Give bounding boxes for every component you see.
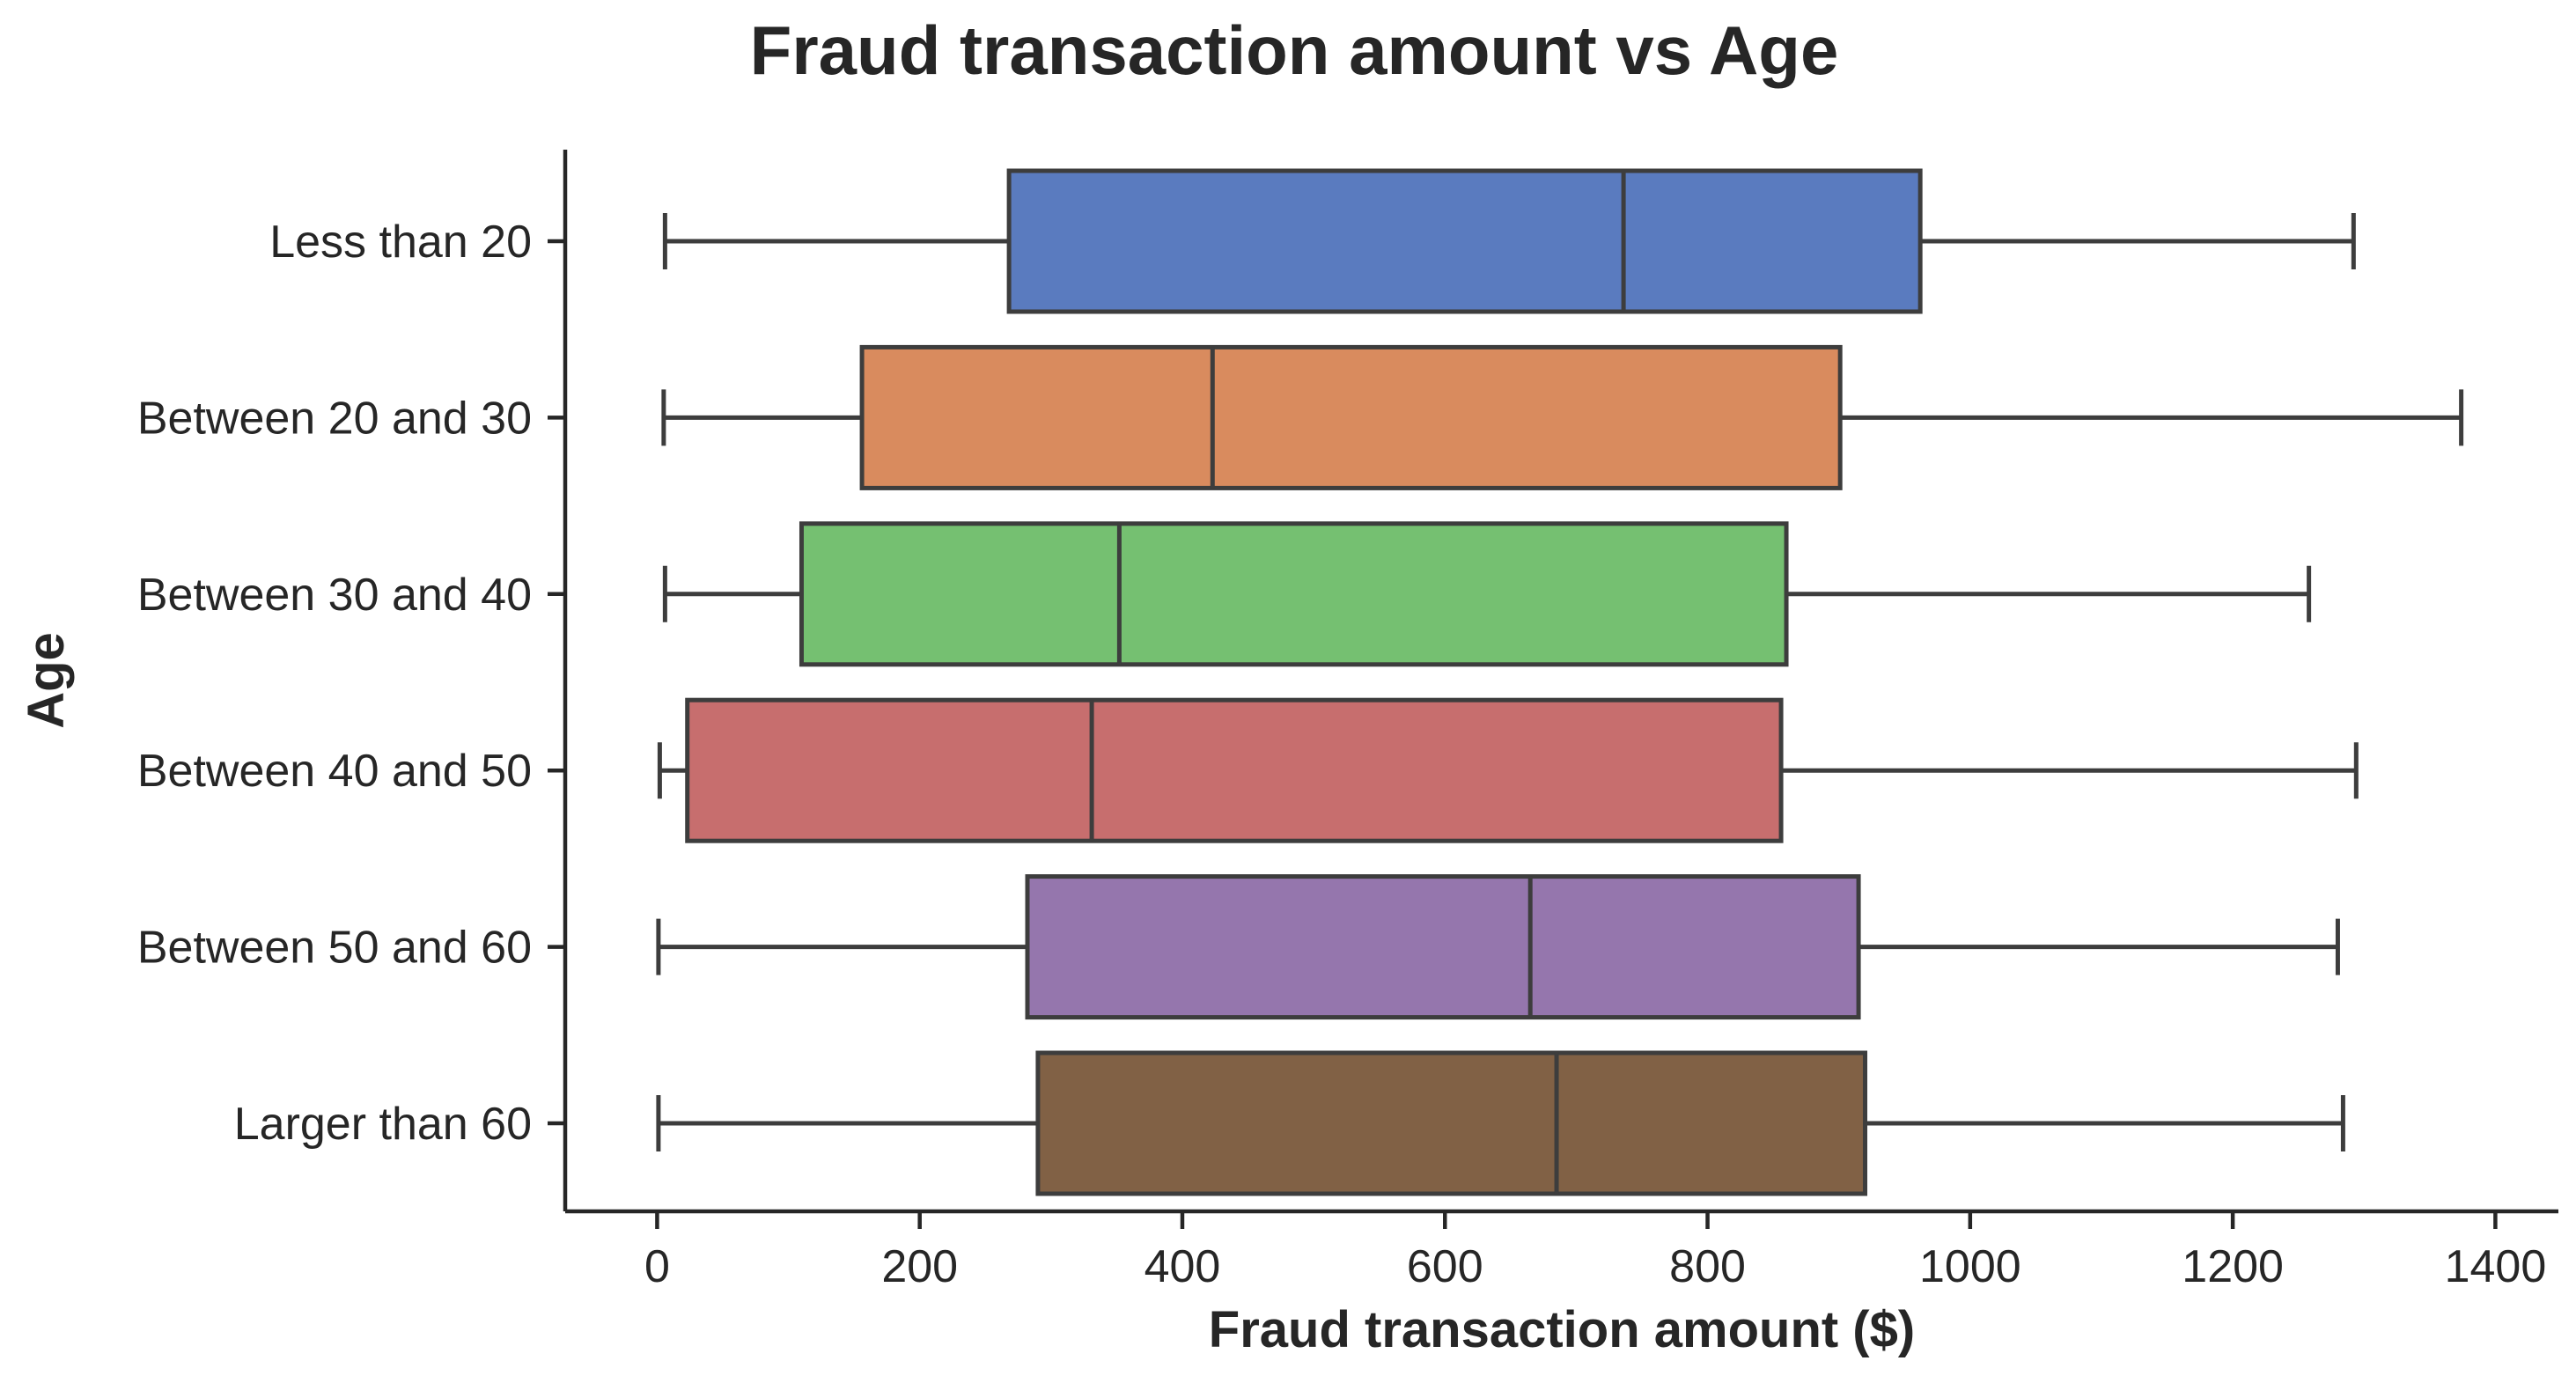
box-iqr	[799, 521, 1789, 667]
x-ticks-layer: 0 200 400 600 800 1000 1200 1400	[644, 1211, 2546, 1292]
y-ticks-layer: Less than 20 Between 20 and 30 Between 30 …	[137, 217, 565, 1150]
box-group	[656, 874, 2340, 1020]
x-tick-label: 1200	[2182, 1241, 2284, 1292]
box-group	[657, 697, 2359, 843]
box-group	[662, 521, 2312, 667]
y-tick-label: Between 40 and 50	[137, 746, 532, 797]
box-iqr	[1035, 1050, 1868, 1196]
y-tick-label: Larger than 60	[234, 1099, 532, 1150]
x-tick-label: 800	[1669, 1241, 1746, 1292]
box-group	[656, 1050, 2345, 1196]
y-tick-label: Between 50 and 60	[137, 923, 532, 974]
x-tick-label: 1400	[2445, 1241, 2547, 1292]
y-tick-label: Between 20 and 30	[137, 393, 532, 444]
box-group	[661, 344, 2464, 490]
y-axis-label: Age	[18, 632, 75, 729]
x-tick-label: 1000	[1919, 1241, 2021, 1292]
box-iqr	[685, 697, 1784, 843]
box-iqr	[1025, 874, 1861, 1020]
box-iqr	[1006, 168, 1923, 314]
chart-title: Fraud transaction amount vs Age	[750, 11, 1839, 89]
x-tick-label: 0	[644, 1241, 670, 1292]
x-tick-label: 200	[881, 1241, 958, 1292]
x-axis-label: Fraud transaction amount ($)	[1209, 1301, 1915, 1358]
x-tick-label: 400	[1144, 1241, 1221, 1292]
boxes-layer	[656, 168, 2464, 1196]
y-tick-label: Less than 20	[269, 217, 532, 268]
x-tick-label: 600	[1407, 1241, 1483, 1292]
box-iqr	[859, 344, 1843, 490]
box-group	[662, 168, 2356, 314]
y-tick-label: Between 30 and 40	[137, 570, 532, 621]
